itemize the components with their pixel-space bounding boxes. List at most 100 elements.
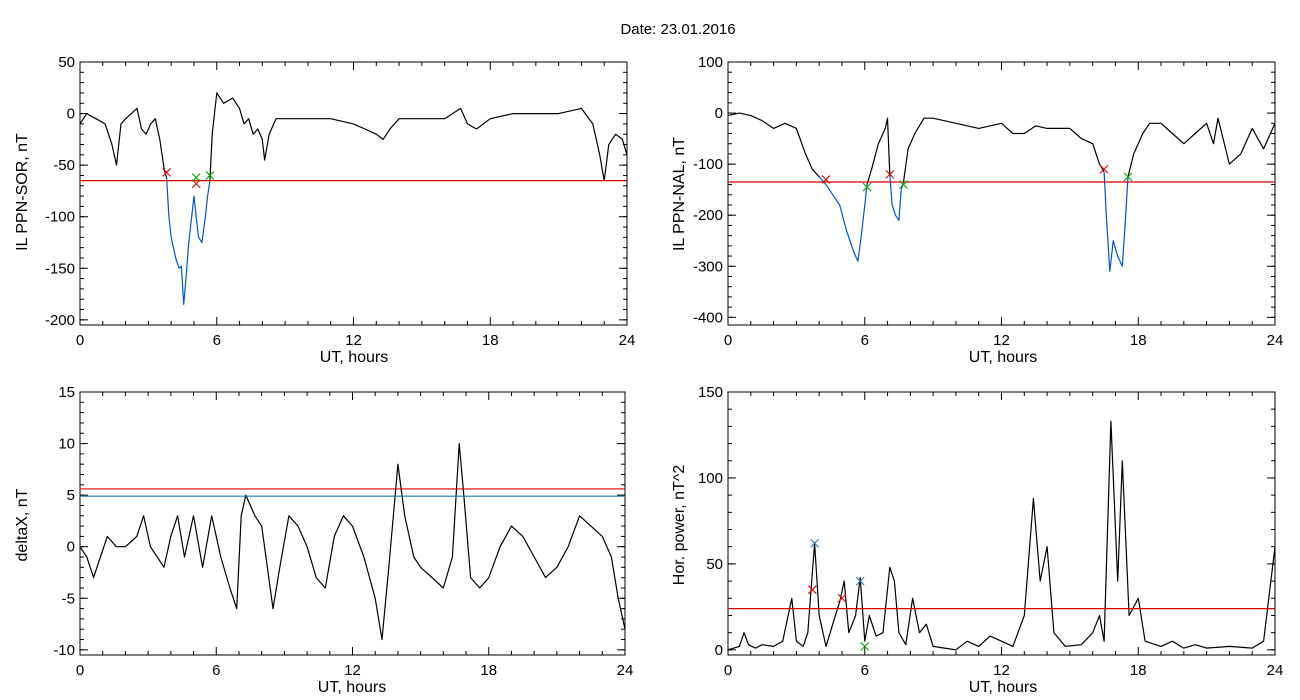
plot-frame — [727, 61, 1276, 326]
y-axis-title: Hor. power, nT^2 — [671, 465, 688, 586]
series-line — [166, 177, 211, 305]
y-tick-label: -5 — [62, 590, 75, 607]
x-tick-label: 6 — [212, 662, 220, 679]
plot-frame — [79, 391, 626, 656]
x-tick-label: 12 — [993, 662, 1010, 679]
marker-cross — [191, 173, 201, 182]
series-line — [79, 443, 626, 641]
marker-cross — [860, 642, 870, 651]
marker-cross — [1099, 164, 1109, 174]
series-line — [1103, 171, 1129, 272]
marker-cross — [862, 182, 872, 192]
figure-title: Date: 23.01.2016 — [620, 21, 735, 38]
y-tick-label: -100 — [693, 156, 723, 173]
y-tick-label: 50 — [58, 54, 75, 71]
x-tick-label: 12 — [993, 332, 1010, 349]
x-tick-label: 18 — [1130, 332, 1147, 349]
y-tick-label: -200 — [693, 207, 723, 224]
marker-stroke — [855, 576, 865, 586]
y-axis-title: deltaX, nT — [14, 488, 31, 561]
x-tick-label: 6 — [213, 332, 221, 349]
series-line — [818, 176, 868, 262]
y-tick-label: 15 — [58, 384, 75, 401]
x-tick-label: 24 — [617, 662, 634, 679]
y-tick-label: -50 — [53, 157, 75, 174]
y-tick-label: -300 — [693, 258, 723, 275]
marker-stroke — [899, 180, 908, 189]
panel-hor-power: Hor. power, nT^2 UT, hours 0 6 12 18 24 150 10… — [671, 384, 1283, 696]
series-line — [209, 92, 628, 182]
plot-frame — [727, 391, 1276, 656]
series-line — [727, 112, 820, 178]
x-tick-label: 12 — [345, 332, 362, 349]
marker-cross — [810, 538, 819, 548]
x-axis-title: UT, hours — [969, 349, 1037, 366]
y-tick-label: 100 — [698, 54, 723, 71]
panel-il-ppn-nal: IL PPN-NAL, nT UT, hours 0 6 12 18 24 100 0 -10… — [671, 54, 1283, 366]
series-line — [866, 117, 891, 185]
x-tick-label: 18 — [480, 662, 497, 679]
y-tick-label: 0 — [715, 642, 723, 659]
y-tick-label: 0 — [715, 105, 723, 122]
y-tick-label: -150 — [45, 260, 75, 277]
x-tick-label: 24 — [1267, 332, 1284, 349]
x-tick-label: 24 — [619, 332, 636, 349]
x-tick-label: 18 — [482, 332, 499, 349]
y-tick-label: -10 — [53, 642, 75, 659]
y-tick-label: 0 — [67, 539, 75, 556]
marker-stroke — [821, 175, 831, 184]
marker-stroke — [885, 169, 895, 179]
marker-stroke — [837, 593, 847, 603]
series-line — [889, 174, 905, 221]
marker-stroke — [862, 182, 872, 192]
series-line — [79, 107, 168, 178]
x-tick-label: 6 — [861, 662, 869, 679]
marker-cross — [821, 175, 831, 184]
marker-cross — [205, 171, 215, 180]
y-tick-label: 50 — [706, 556, 723, 573]
marker-cross — [162, 167, 171, 177]
marker-stroke — [205, 171, 215, 180]
y-tick-label: -400 — [693, 309, 723, 326]
panel-il-ppn-sor: IL PPN-SOR, nT UT, hours 0 6 12 18 24 50 0 -50 -… — [14, 54, 635, 366]
x-tick-label: 0 — [724, 662, 732, 679]
series-line — [1127, 117, 1276, 178]
marker-stroke — [162, 167, 171, 177]
marker-stroke — [191, 179, 201, 189]
marker-cross — [885, 169, 895, 179]
plot-frame — [79, 61, 628, 326]
marker-stroke — [810, 538, 819, 548]
marker-stroke — [1123, 172, 1133, 182]
panel-deltax: deltaX, nT UT, hours 0 6 12 18 24 15 10 5 0 -5 -10 — [14, 384, 633, 696]
y-tick-label: 5 — [67, 487, 75, 504]
y-tick-label: 150 — [698, 384, 723, 401]
x-axis-title: UT, hours — [969, 679, 1037, 696]
marker-cross — [855, 576, 865, 586]
x-tick-label: 18 — [1130, 662, 1147, 679]
x-tick-label: 0 — [76, 332, 84, 349]
y-axis-title: IL PPN-SOR, nT — [14, 133, 31, 251]
marker-cross — [807, 585, 817, 595]
marker-stroke — [860, 642, 870, 651]
x-tick-label: 0 — [724, 332, 732, 349]
series-line — [902, 117, 1105, 183]
y-tick-label: 100 — [698, 470, 723, 487]
y-tick-label: 0 — [67, 106, 75, 123]
x-tick-label: 6 — [861, 332, 869, 349]
y-tick-label: -200 — [45, 312, 75, 329]
x-tick-label: 0 — [76, 662, 84, 679]
x-tick-label: 12 — [344, 662, 361, 679]
marker-cross — [899, 180, 908, 189]
x-axis-title: UT, hours — [318, 679, 386, 696]
marker-stroke — [1099, 164, 1109, 174]
y-tick-label: 10 — [58, 436, 75, 453]
marker-stroke — [191, 173, 201, 182]
y-tick-label: -100 — [45, 209, 75, 226]
x-axis-title: UT, hours — [320, 349, 388, 366]
x-tick-label: 24 — [1267, 662, 1284, 679]
series-line — [727, 420, 1276, 651]
marker-cross — [1123, 172, 1133, 182]
marker-stroke — [807, 585, 817, 595]
marker-cross — [837, 593, 847, 603]
